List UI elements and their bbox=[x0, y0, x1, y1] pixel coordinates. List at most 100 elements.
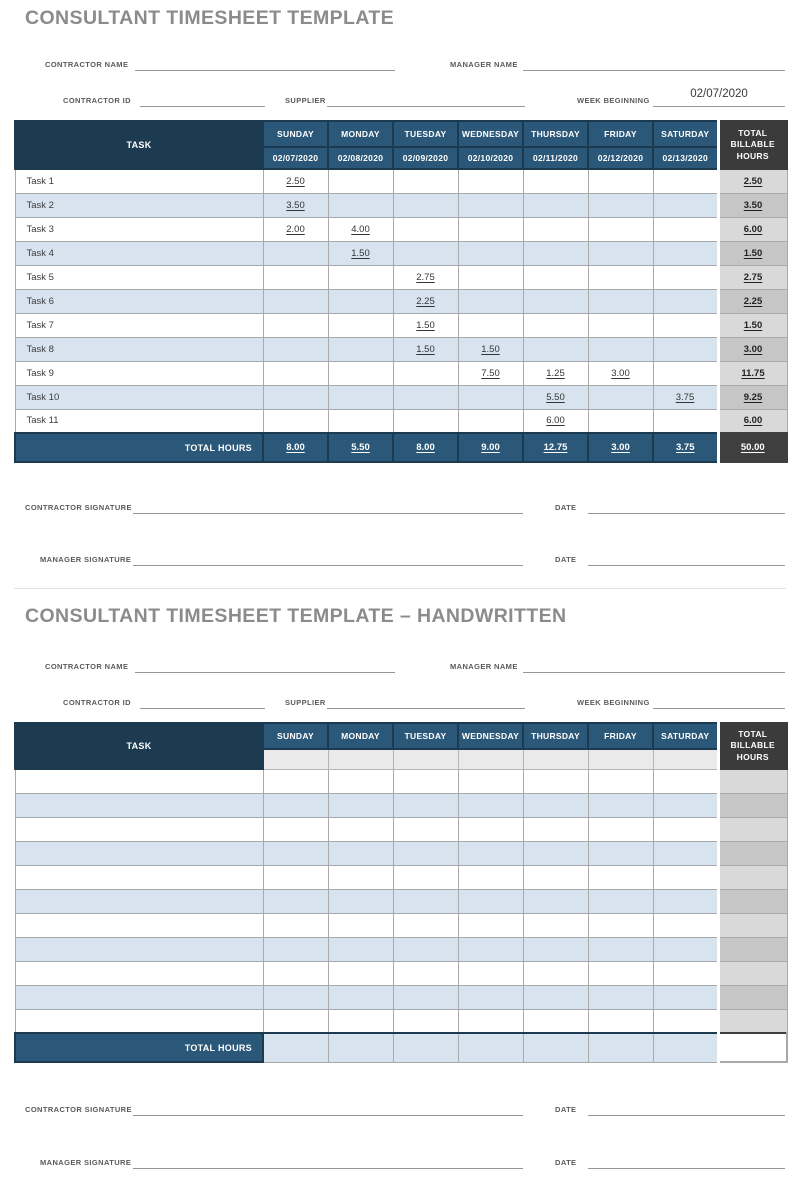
hours-cell[interactable]: 2.25 bbox=[392, 288, 459, 314]
hours-cell[interactable] bbox=[262, 840, 329, 866]
hours-cell[interactable] bbox=[652, 984, 719, 1010]
date-line[interactable] bbox=[588, 1155, 785, 1169]
hours-cell[interactable]: 2.00 bbox=[262, 216, 329, 242]
date-line[interactable] bbox=[588, 552, 785, 566]
hours-cell[interactable] bbox=[392, 360, 459, 386]
hours-cell[interactable] bbox=[262, 312, 329, 338]
hours-cell[interactable] bbox=[327, 336, 394, 362]
hours-cell[interactable] bbox=[652, 864, 719, 890]
manager-signature-line[interactable] bbox=[133, 552, 523, 566]
hours-cell[interactable] bbox=[392, 240, 459, 266]
hours-cell[interactable] bbox=[262, 408, 329, 434]
hours-cell[interactable] bbox=[587, 912, 654, 938]
contractor-id-field[interactable] bbox=[140, 93, 265, 107]
hours-cell[interactable] bbox=[457, 192, 524, 218]
manager-name-field[interactable] bbox=[523, 659, 785, 673]
hours-cell[interactable] bbox=[587, 408, 654, 434]
date-header-cell[interactable] bbox=[652, 748, 719, 770]
hours-cell[interactable] bbox=[327, 984, 394, 1010]
hours-cell[interactable] bbox=[392, 192, 459, 218]
hours-cell[interactable] bbox=[652, 960, 719, 986]
date-header-cell[interactable] bbox=[522, 748, 589, 770]
hours-cell[interactable] bbox=[327, 312, 394, 338]
hours-cell[interactable] bbox=[262, 960, 329, 986]
task-name-cell[interactable]: Task 1 bbox=[14, 168, 264, 194]
contractor-name-field[interactable] bbox=[135, 57, 395, 71]
hours-cell[interactable] bbox=[457, 216, 524, 242]
hours-cell[interactable] bbox=[392, 864, 459, 890]
task-name-cell[interactable]: Task 11 bbox=[14, 408, 264, 434]
hours-cell[interactable] bbox=[327, 888, 394, 914]
hours-cell[interactable] bbox=[457, 408, 524, 434]
hours-cell[interactable]: 3.00 bbox=[587, 360, 654, 386]
contractor-id-field[interactable] bbox=[140, 695, 265, 709]
hours-cell[interactable] bbox=[587, 816, 654, 842]
task-name-cell[interactable] bbox=[14, 840, 264, 866]
hours-cell[interactable] bbox=[392, 384, 459, 410]
task-name-cell[interactable] bbox=[14, 816, 264, 842]
hours-cell[interactable] bbox=[457, 384, 524, 410]
hours-cell[interactable] bbox=[522, 840, 589, 866]
hours-cell[interactable]: 1.50 bbox=[457, 336, 524, 362]
hours-cell[interactable] bbox=[522, 312, 589, 338]
hours-cell[interactable] bbox=[457, 960, 524, 986]
hours-cell[interactable] bbox=[587, 384, 654, 410]
hours-cell[interactable] bbox=[262, 912, 329, 938]
task-name-cell[interactable] bbox=[14, 912, 264, 938]
hours-cell[interactable] bbox=[392, 840, 459, 866]
hours-cell[interactable] bbox=[262, 360, 329, 386]
hours-cell[interactable]: 2.50 bbox=[262, 168, 329, 194]
hours-cell[interactable] bbox=[457, 168, 524, 194]
date-header-cell[interactable] bbox=[587, 748, 654, 770]
hours-cell[interactable] bbox=[392, 960, 459, 986]
supplier-field[interactable] bbox=[327, 93, 525, 107]
hours-cell[interactable] bbox=[327, 408, 394, 434]
hours-cell[interactable] bbox=[522, 288, 589, 314]
hours-cell[interactable]: 1.25 bbox=[522, 360, 589, 386]
hours-cell[interactable] bbox=[587, 216, 654, 242]
hours-cell[interactable] bbox=[457, 840, 524, 866]
hours-cell[interactable] bbox=[327, 792, 394, 818]
hours-cell[interactable] bbox=[262, 816, 329, 842]
hours-cell[interactable] bbox=[587, 792, 654, 818]
hours-cell[interactable] bbox=[327, 288, 394, 314]
supplier-field[interactable] bbox=[327, 695, 525, 709]
hours-cell[interactable] bbox=[522, 792, 589, 818]
hours-cell[interactable] bbox=[262, 264, 329, 290]
hours-cell[interactable] bbox=[652, 288, 719, 314]
hours-cell[interactable] bbox=[522, 936, 589, 962]
hours-cell[interactable] bbox=[327, 960, 394, 986]
hours-cell[interactable] bbox=[457, 888, 524, 914]
hours-cell[interactable] bbox=[262, 768, 329, 794]
hours-cell[interactable]: 2.75 bbox=[392, 264, 459, 290]
hours-cell[interactable] bbox=[652, 408, 719, 434]
hours-cell[interactable] bbox=[392, 888, 459, 914]
hours-cell[interactable] bbox=[652, 264, 719, 290]
hours-cell[interactable] bbox=[392, 816, 459, 842]
hours-cell[interactable] bbox=[457, 288, 524, 314]
date-header-cell[interactable] bbox=[262, 748, 329, 770]
date-header-cell[interactable] bbox=[457, 748, 524, 770]
task-name-cell[interactable] bbox=[14, 792, 264, 818]
hours-cell[interactable] bbox=[652, 360, 719, 386]
hours-cell[interactable] bbox=[522, 336, 589, 362]
hours-cell[interactable] bbox=[522, 240, 589, 266]
hours-cell[interactable] bbox=[652, 768, 719, 794]
hours-cell[interactable] bbox=[457, 984, 524, 1010]
task-name-cell[interactable] bbox=[14, 960, 264, 986]
hours-cell[interactable] bbox=[262, 864, 329, 890]
hours-cell[interactable]: 1.50 bbox=[392, 336, 459, 362]
hours-cell[interactable] bbox=[522, 216, 589, 242]
hours-cell[interactable] bbox=[522, 888, 589, 914]
task-name-cell[interactable]: Task 10 bbox=[14, 384, 264, 410]
hours-cell[interactable] bbox=[262, 936, 329, 962]
hours-cell[interactable] bbox=[262, 336, 329, 362]
task-name-cell[interactable] bbox=[14, 768, 264, 794]
hours-cell[interactable] bbox=[587, 192, 654, 218]
hours-cell[interactable] bbox=[262, 384, 329, 410]
hours-cell[interactable] bbox=[262, 888, 329, 914]
hours-cell[interactable] bbox=[587, 336, 654, 362]
week-beginning-field[interactable] bbox=[653, 93, 785, 107]
hours-cell[interactable]: 6.00 bbox=[522, 408, 589, 434]
hours-cell[interactable]: 4.00 bbox=[327, 216, 394, 242]
